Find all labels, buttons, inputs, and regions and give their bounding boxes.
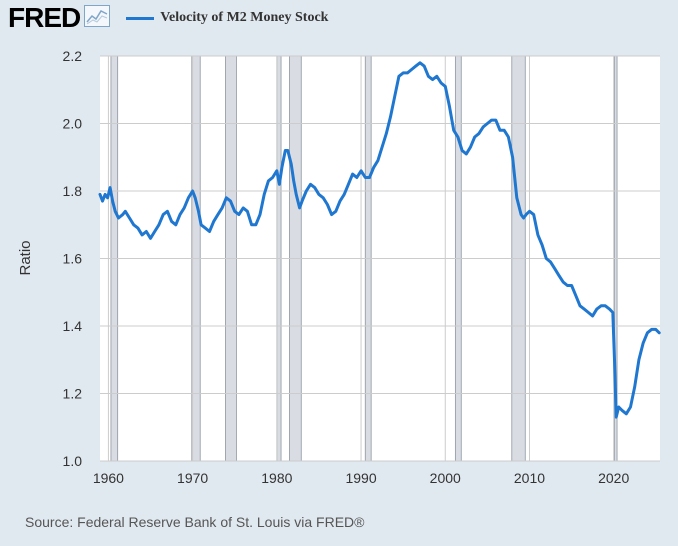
legend-label: Velocity of M2 Money Stock: [160, 10, 329, 25]
axes: 1.0 1.2 1.4 1.6 1.8 2.0 2.2 1960 1970 1980 1990 200…: [63, 48, 630, 486]
legend-swatch: [126, 16, 155, 20]
y-tick-label: 1.0: [63, 453, 83, 469]
series-layer: [98, 61, 661, 419]
source-note: Source: Federal Reserve Bank of St. Loui…: [25, 514, 365, 530]
x-tick-label: 2010: [514, 470, 545, 486]
legend: Velocity of M2 Money Stock: [126, 10, 328, 26]
chart-svg: 1.0 1.2 1.4 1.6 1.8 2.0 2.2 1960 1970 1980 1990 200…: [17, 48, 661, 486]
x-tick-label: 2000: [430, 470, 461, 486]
x-tick-label: 1970: [177, 470, 208, 486]
y-tick-label: 2.0: [63, 116, 83, 132]
y-axis-label: Ratio: [17, 240, 34, 275]
x-tick-label: 1990: [345, 470, 376, 486]
y-tick-label: 1.6: [63, 251, 83, 267]
chart-header: FRED Velocity of M2 Money Stock: [8, 2, 328, 34]
series-line-velocity-m2: [98, 61, 661, 419]
y-tick-label: 1.2: [63, 386, 83, 402]
y-tick-label: 1.4: [63, 318, 83, 334]
fred-logo-chart-icon: [84, 4, 111, 32]
x-tick-label: 1980: [261, 470, 292, 486]
y-tick-label: 2.2: [63, 48, 83, 64]
fred-logo[interactable]: FRED: [8, 2, 81, 33]
x-tick-label: 2020: [598, 470, 629, 486]
y-tick-label: 1.8: [63, 183, 83, 199]
x-tick-label: 1960: [93, 470, 124, 486]
